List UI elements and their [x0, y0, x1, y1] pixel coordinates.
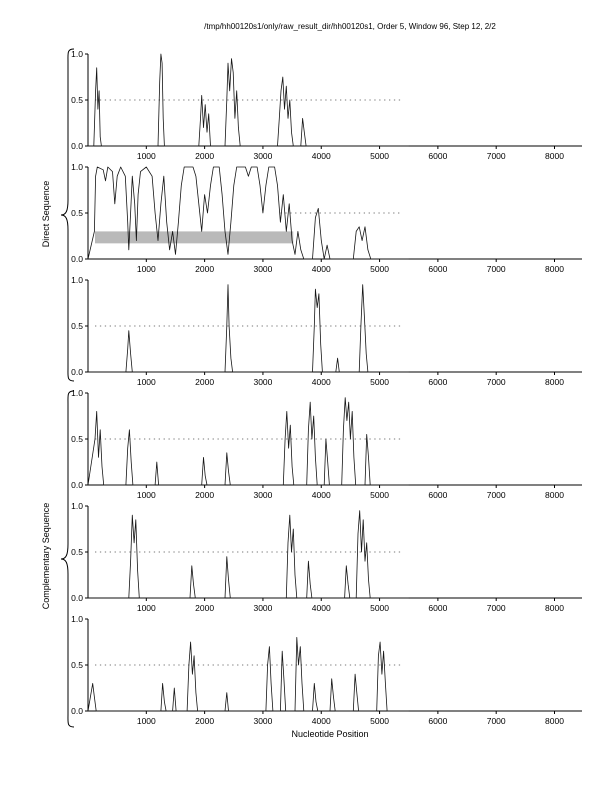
complementary-plot-1: 0.0 0.5 1.0 1000 2000 3000 4000 5000 6000 7000 800…: [71, 389, 582, 500]
x-tick-label: 2000: [195, 490, 214, 500]
y-tick-label: 0.0: [71, 367, 83, 377]
x-tick-label: 4000: [312, 603, 331, 613]
group-label-direct: Direct Sequence: [41, 180, 51, 248]
x-tick-label: 3000: [253, 377, 272, 387]
y-tick-label: 1.0: [71, 615, 83, 624]
brace-complementary-group: [60, 390, 75, 728]
x-tick-label: 5000: [370, 716, 389, 726]
x-tick-label: 7000: [487, 377, 506, 387]
x-tick-label: 1000: [137, 151, 156, 161]
x-tick-label: 5000: [370, 264, 389, 274]
x-tick-label: 1000: [137, 716, 156, 726]
x-tick-label: 7000: [487, 603, 506, 613]
x-tick-label: 8000: [545, 490, 564, 500]
brace-direct-group: [60, 48, 75, 382]
y-tick-label: 0.5: [71, 321, 83, 331]
x-tick-label: 5000: [370, 603, 389, 613]
direct-plot-1: 0.0 0.5 1.0 1000 2000 3000 4000 5000 6000 7000 800…: [71, 50, 582, 161]
x-tick-label: 6000: [428, 151, 447, 161]
x-tick-label: 1000: [137, 490, 156, 500]
x-tick-label: 2000: [195, 264, 214, 274]
x-tick-label: 7000: [487, 264, 506, 274]
complementary-plot-3: 0.0 0.5 1.0 1000 2000 3000 4000 5000 6000 7000 800…: [71, 615, 582, 726]
y-tick-label: 1.0: [71, 389, 83, 398]
x-tick-label: 4000: [312, 377, 331, 387]
y-tick-label: 0.5: [71, 434, 83, 444]
plots-container: 0.0 0.5 1.0 1000 2000 3000 4000 5000 6000 7000 800…: [52, 50, 592, 728]
y-tick-label: 0.0: [71, 593, 83, 603]
y-tick-label: 0.0: [71, 254, 83, 264]
x-tick-label: 7000: [487, 716, 506, 726]
x-tick-label: 7000: [487, 151, 506, 161]
x-tick-label: 3000: [253, 490, 272, 500]
x-tick-label: 1000: [137, 264, 156, 274]
x-tick-label: 4000: [312, 151, 331, 161]
data-line: [88, 510, 409, 599]
x-tick-label: 2000: [195, 151, 214, 161]
x-tick-label: 3000: [253, 603, 272, 613]
y-tick-label: 0.5: [71, 547, 83, 557]
x-tick-label: 6000: [428, 377, 447, 387]
direct-plot-2: 0.0 0.5 1.0 1000 2000 3000 4000 5000 6000 7000 800…: [71, 163, 582, 274]
x-tick-label: 5000: [370, 490, 389, 500]
x-tick-label: 8000: [545, 603, 564, 613]
data-line: [87, 166, 409, 260]
y-tick-label: 0.5: [71, 95, 83, 105]
x-tick-label: 6000: [428, 490, 447, 500]
x-tick-label: 7000: [487, 490, 506, 500]
y-tick-label: 1.0: [71, 502, 83, 511]
y-tick-label: 1.0: [71, 50, 83, 59]
data-line: [87, 636, 409, 712]
data-line: [88, 53, 409, 147]
x-tick-label: 6000: [428, 716, 447, 726]
complementary-plot-2: 0.0 0.5 1.0 1000 2000 3000 4000 5000 6000 7000 800…: [71, 502, 582, 613]
y-tick-label: 1.0: [71, 276, 83, 285]
y-tick-label: 0.0: [71, 706, 83, 716]
x-tick-label: 3000: [253, 716, 272, 726]
x-tick-label: 6000: [428, 264, 447, 274]
x-tick-label: 4000: [312, 264, 331, 274]
x-tick-label: 1000: [137, 603, 156, 613]
x-tick-label: 5000: [370, 151, 389, 161]
x-tick-label: 8000: [545, 264, 564, 274]
y-tick-label: 0.0: [71, 141, 83, 151]
x-tick-label: 8000: [545, 716, 564, 726]
y-tick-label: 0.0: [71, 480, 83, 490]
x-tick-label: 4000: [312, 490, 331, 500]
y-tick-label: 0.5: [71, 660, 83, 670]
y-tick-label: 0.5: [71, 208, 83, 218]
x-tick-label: 4000: [312, 716, 331, 726]
x-tick-label: 1000: [137, 377, 156, 387]
x-tick-label: 6000: [428, 603, 447, 613]
x-tick-label: 2000: [195, 377, 214, 387]
x-axis-title: Nucleotide Position: [291, 729, 369, 739]
x-tick-label: 5000: [370, 377, 389, 387]
data-line: [88, 284, 409, 373]
x-tick-label: 2000: [195, 716, 214, 726]
chart-title: /tmp/hh00120s1/only/raw_result_dir/hh001…: [204, 22, 496, 31]
direct-plot-3: 0.0 0.5 1.0 1000 2000 3000 4000 5000 6000 7000 800…: [71, 276, 582, 387]
x-tick-label: 3000: [253, 151, 272, 161]
x-tick-label: 3000: [253, 264, 272, 274]
shaded-band: [94, 231, 294, 244]
data-line: [87, 397, 409, 486]
group-label-complementary: Complementary Sequence: [41, 502, 51, 610]
y-tick-label: 1.0: [71, 163, 83, 172]
x-tick-label: 2000: [195, 603, 214, 613]
x-tick-label: 8000: [545, 377, 564, 387]
x-tick-label: 8000: [545, 151, 564, 161]
